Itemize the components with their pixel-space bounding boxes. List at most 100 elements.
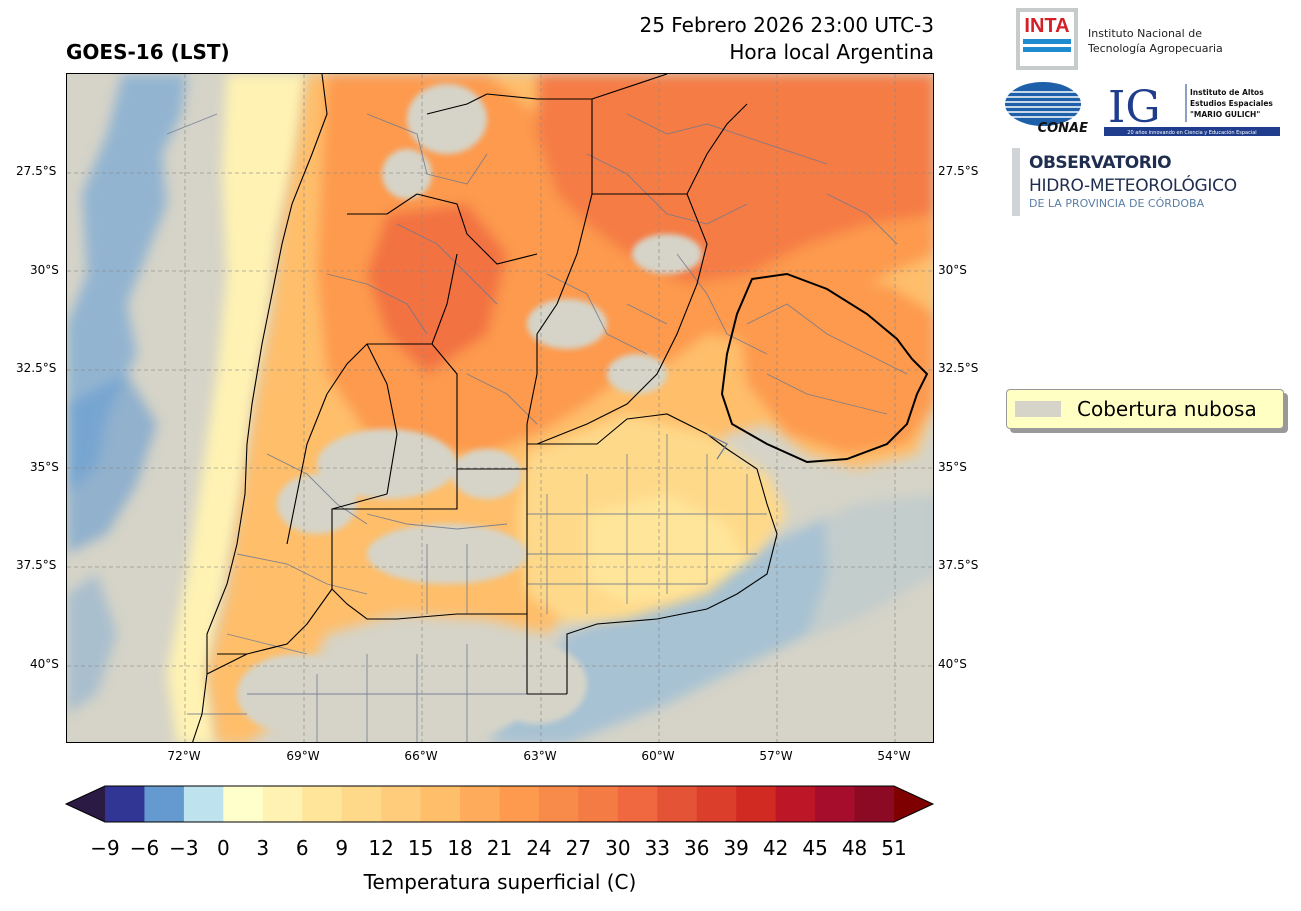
- colorbar-tick-label: 6: [295, 836, 309, 860]
- colorbar-tick-label: 36: [684, 836, 710, 860]
- colorbar-cell: [420, 786, 461, 822]
- colorbar-cell: [815, 786, 856, 822]
- ig-abbrev: IG: [1108, 82, 1161, 133]
- lat-label-right: 27.5°S: [938, 164, 979, 178]
- colorbar-label: Temperatura superficial (C): [363, 870, 637, 894]
- colorbar-tick-label: 33: [644, 836, 671, 860]
- cold-surface-areas: [67, 74, 933, 742]
- map-canvas: [67, 74, 933, 742]
- lon-label: 66°W: [404, 749, 438, 763]
- graticule: [67, 74, 933, 742]
- colorbar-cell: [341, 786, 382, 822]
- province-boundaries: [192, 74, 778, 742]
- datetime-utc: 25 Febrero 2026 23:00 UTC-3: [639, 13, 934, 37]
- legend-swatch: [1015, 401, 1061, 417]
- colorbar-cell: [302, 786, 343, 822]
- legend-label: Cobertura nubosa: [1077, 397, 1257, 421]
- map-title: GOES-16 (LST): [66, 40, 230, 64]
- datetime-header: 25 Febrero 2026 23:00 UTC-3 Hora local A…: [560, 12, 934, 66]
- colorbar-cell: [775, 786, 816, 822]
- colorbar-cells: [105, 786, 895, 822]
- colorbar-cell: [460, 786, 500, 822]
- colorbar-cell: [144, 786, 185, 822]
- colorbar-cell: [696, 786, 737, 822]
- colorbar-tick-label: 3: [256, 836, 270, 860]
- colorbar-cell: [262, 786, 303, 822]
- colorbar-cell: [617, 786, 658, 822]
- colorbar-tick-label: 42: [762, 836, 789, 860]
- datetime-local: Hora local Argentina: [729, 40, 934, 64]
- colorbar-tick-label: 24: [526, 836, 552, 860]
- colorbar-over-arrow: [894, 786, 933, 822]
- conae-logo: CONAE: [1005, 82, 1089, 136]
- lon-label: 69°W: [286, 749, 320, 763]
- colorbar-outline: [64, 785, 935, 823]
- colorbar-cell: [657, 786, 698, 822]
- colorbar-tick-label: 48: [841, 836, 868, 860]
- inta-name-line2: Tecnología Agropecuaria: [1088, 42, 1223, 55]
- observatorio-line2: HIDRO-METEOROLÓGICO: [1029, 176, 1237, 196]
- uruguay-border: [720, 272, 929, 464]
- inta-logo: INTA: [1016, 8, 1078, 70]
- lon-label: 72°W: [167, 749, 201, 763]
- ig-line1: Instituto de Altos: [1190, 88, 1264, 97]
- colorbar-tick-label: −9: [90, 836, 120, 860]
- colorbar-cell: [223, 786, 264, 822]
- temperature-colorbar: [64, 785, 935, 823]
- lat-label-right: 32.5°S: [938, 361, 979, 375]
- colorbar-cell: [499, 786, 540, 822]
- colorbar-tick-label: 30: [605, 836, 631, 860]
- colorbar-tick-label: −3: [169, 836, 199, 860]
- colorbar-cell: [381, 786, 422, 822]
- inta-abbrev: INTA: [1024, 15, 1069, 37]
- colorbar-cell: [538, 786, 579, 822]
- colorbar-tick-label: 0: [216, 836, 230, 860]
- lon-label: 63°W: [523, 749, 557, 763]
- lat-label-right: 35°S: [938, 460, 967, 474]
- colorbar-tick-label: 39: [723, 836, 749, 860]
- conae-name: CONAE: [1038, 121, 1089, 136]
- lst-map[interactable]: [66, 73, 934, 743]
- colorbar-tick-label: 18: [447, 836, 473, 860]
- observatorio-bar: [1012, 148, 1020, 216]
- colorbar-cell: [105, 786, 145, 822]
- colorbar-tick-label: 27: [565, 836, 592, 860]
- colorbar-tick-label: 9: [335, 836, 349, 860]
- lat-label-left: 35°S: [30, 460, 59, 474]
- colorbar-tick-label: 12: [368, 836, 394, 860]
- colorbar-tick-label: 51: [881, 836, 907, 860]
- lat-label-left: 30°S: [30, 263, 59, 277]
- observatorio-line3: DE LA PROVINCIA DE CÓRDOBA: [1029, 197, 1205, 210]
- colorbar-cell: [183, 786, 224, 822]
- lat-label-left: 37.5°S: [16, 558, 57, 572]
- cloud-cover-legend: Cobertura nubosa: [1006, 389, 1284, 429]
- lat-label-right: 30°S: [938, 263, 967, 277]
- andes-band: [167, 74, 307, 742]
- ig-footer: 20 años innovando en Ciencia y Educación…: [1127, 129, 1256, 136]
- ocean-cloud: [669, 474, 933, 742]
- lat-label-right: 40°S: [938, 657, 967, 671]
- colorbar-tick-label: 45: [802, 836, 828, 860]
- lon-label: 60°W: [641, 749, 675, 763]
- colorbar-cell: [736, 786, 777, 822]
- department-boundaries: [166, 113, 908, 742]
- colorbar-tick-label: 15: [407, 836, 434, 860]
- colorbar-tick-label: 21: [486, 836, 513, 860]
- colorbar-tick-label: −6: [129, 836, 160, 860]
- warm-land: [207, 74, 933, 742]
- colorbar-under-arrow: [66, 786, 105, 822]
- lat-label-right: 37.5°S: [938, 558, 979, 572]
- observatorio-line1: OBSERVATORIO: [1029, 153, 1172, 173]
- ig-line2: Estudios Espaciales: [1190, 99, 1273, 108]
- rio-de-la-plata: [706, 433, 728, 460]
- ig-line3: "MARIO GULICH": [1190, 110, 1260, 119]
- lon-label: 57°W: [759, 749, 793, 763]
- lon-label: 54°W: [877, 749, 911, 763]
- lat-label-left: 27.5°S: [16, 164, 57, 178]
- lat-label-left: 32.5°S: [16, 361, 57, 375]
- inta-name-line1: Instituto Nacional de: [1088, 27, 1202, 40]
- ig-gulich-logo: IG Instituto de Altos Estudios Espaciale…: [1104, 78, 1280, 138]
- colorbar-cell: [578, 786, 619, 822]
- lat-label-left: 40°S: [30, 657, 59, 671]
- colorbar-cell: [854, 786, 895, 822]
